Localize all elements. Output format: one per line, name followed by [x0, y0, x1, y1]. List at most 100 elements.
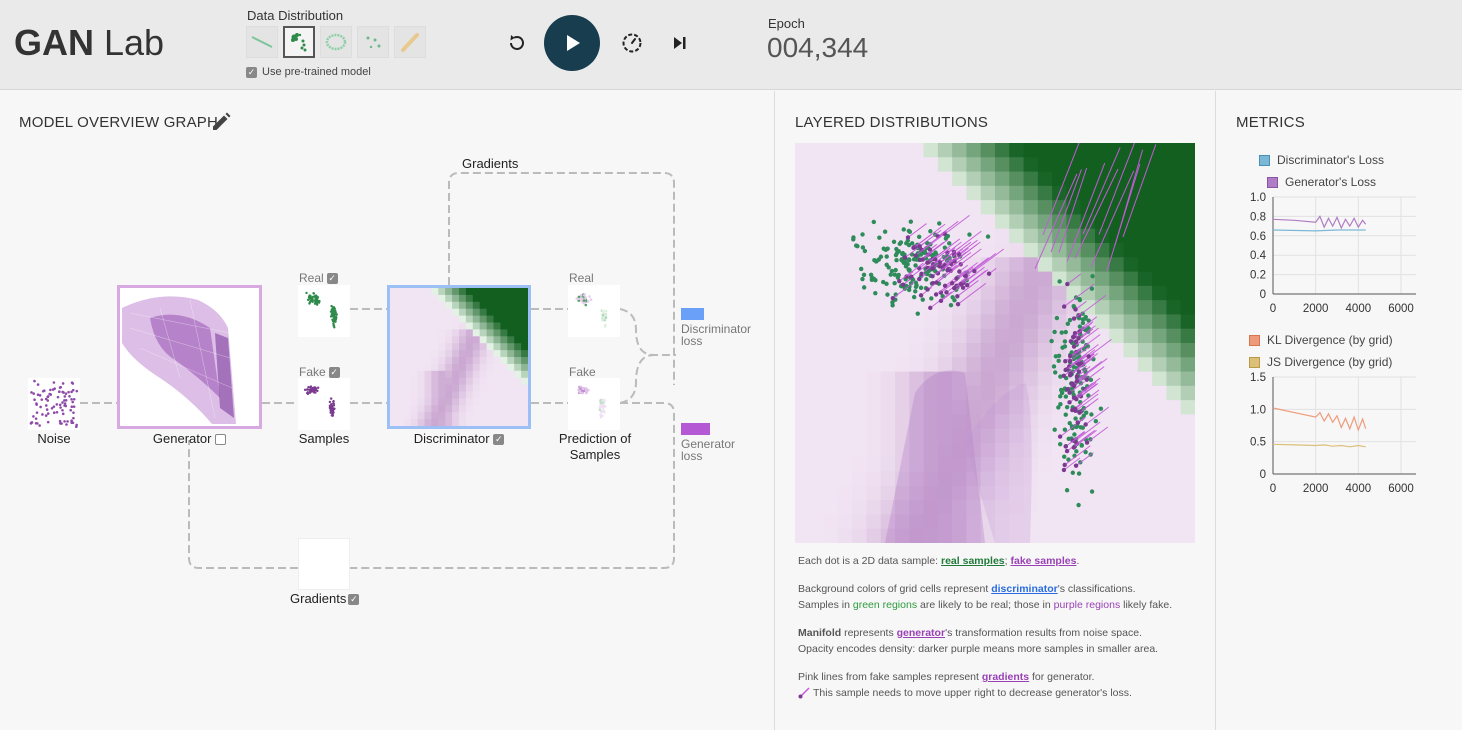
grid-cell	[514, 412, 522, 420]
real-sample-dot	[985, 234, 991, 239]
grid-cell	[980, 343, 996, 358]
real-sample-dot	[1072, 432, 1077, 437]
grid-cell	[438, 322, 446, 330]
discriminator-checkbox[interactable]: ✓	[493, 434, 505, 446]
fake-sample-dot	[928, 305, 933, 311]
gradient-line	[1063, 457, 1081, 471]
grid-cell	[424, 288, 432, 296]
generator-checkbox[interactable]	[215, 434, 227, 446]
grid-cell	[507, 336, 515, 344]
fake-prediction-thumbnail	[577, 385, 607, 419]
grid-cell	[465, 357, 474, 365]
generator-link[interactable]: generator	[896, 627, 946, 639]
step-button[interactable]	[668, 31, 692, 55]
distribution-clusters-button[interactable]	[283, 26, 315, 58]
grid-cell	[809, 371, 825, 387]
grid-cell	[1123, 143, 1139, 158]
fake-sample-dot	[1062, 462, 1067, 468]
real-sample-dot	[861, 272, 867, 278]
layered-distribution-plot[interactable]	[795, 143, 1195, 543]
discriminator-node[interactable]	[387, 285, 531, 429]
grid-cell	[880, 400, 896, 415]
grid-cell	[823, 200, 839, 215]
fake-samples-checkbox[interactable]: ✓	[328, 366, 340, 378]
fake-dot	[332, 400, 335, 403]
distribution-points-button[interactable]	[357, 26, 389, 58]
grid-cell	[500, 308, 508, 317]
grid-cell	[809, 185, 825, 201]
grid-cell	[507, 377, 515, 386]
fake-samples-node[interactable]	[298, 378, 350, 430]
grid-cell	[1123, 243, 1139, 258]
gradient-line	[974, 248, 1005, 272]
fake-prediction-node[interactable]	[568, 378, 620, 430]
real-sample-dot	[1074, 449, 1079, 454]
grid-cell	[1009, 500, 1025, 515]
grid-cell	[909, 443, 925, 458]
grid-cell	[514, 357, 522, 365]
grid-cell	[880, 157, 896, 173]
real-dot	[308, 297, 311, 300]
discriminator-link[interactable]: discriminator	[991, 583, 1058, 595]
grid-cell	[980, 300, 996, 315]
generator-node[interactable]	[117, 285, 262, 429]
gradient-line	[1076, 349, 1096, 364]
reset-button[interactable]	[505, 31, 529, 55]
real-samples-label: Real ✓	[299, 271, 338, 285]
gradients-node[interactable]	[298, 538, 350, 590]
fake-prediction-dot	[599, 398, 603, 402]
grid-cell	[809, 471, 825, 487]
distribution-draw-button[interactable]	[394, 26, 426, 58]
gradients-link[interactable]: gradients	[981, 671, 1030, 683]
grid-cell	[417, 322, 425, 330]
distribution-line-button[interactable]	[246, 26, 278, 58]
grid-cell	[417, 391, 425, 399]
step-icon	[674, 37, 686, 49]
grid-cell	[1037, 471, 1053, 487]
grid-cell	[895, 328, 910, 344]
fake-sample-dot	[938, 298, 944, 304]
slow-motion-button[interactable]	[619, 31, 645, 55]
real-sample-dot	[885, 292, 890, 297]
grid-cell	[514, 336, 522, 344]
real-samples-link[interactable]: real samples	[941, 555, 1005, 567]
noise-dot	[41, 413, 44, 416]
grid-cell	[1137, 528, 1153, 543]
fake-sample-dot	[955, 294, 960, 299]
grid-cell	[1037, 271, 1053, 287]
grid-cell	[966, 143, 982, 158]
grid-cell	[966, 485, 982, 501]
grid-cell	[410, 391, 419, 399]
grid-cell	[417, 350, 425, 358]
grid-cell	[809, 157, 825, 173]
edit-model-button[interactable]	[210, 111, 232, 138]
grid-cell	[1137, 314, 1153, 330]
grid-cell	[465, 412, 474, 420]
grid-cell	[1137, 328, 1153, 344]
real-sample-dot	[950, 295, 955, 300]
grid-cell	[952, 328, 967, 344]
pretrained-checkbox[interactable]: ✓ Use pre-trained model	[246, 66, 371, 78]
fake-samples-link[interactable]: fake samples	[1010, 555, 1077, 567]
real-samples-node[interactable]	[298, 285, 350, 337]
gradients-checkbox[interactable]: ✓	[348, 594, 360, 606]
play-button[interactable]	[544, 15, 600, 71]
grid-cell	[952, 314, 967, 330]
real-prediction-node[interactable]	[568, 285, 620, 337]
real-samples-checkbox[interactable]: ✓	[326, 272, 338, 284]
grid-cell	[837, 343, 853, 358]
grid-cell	[1166, 200, 1182, 215]
noise-dot	[65, 423, 68, 426]
grid-cell	[1166, 171, 1182, 187]
distribution-ring-button[interactable]	[320, 26, 352, 58]
grid-cell	[521, 322, 528, 330]
grid-cell	[514, 350, 522, 358]
grid-cell	[880, 428, 896, 444]
noise-node[interactable]	[28, 378, 80, 430]
grid-cell	[424, 363, 432, 372]
grid-cell	[1123, 271, 1139, 287]
grid-cell	[966, 157, 982, 173]
grid-cell	[923, 500, 939, 515]
grid-cell	[809, 314, 825, 330]
fake-dot	[316, 386, 320, 389]
